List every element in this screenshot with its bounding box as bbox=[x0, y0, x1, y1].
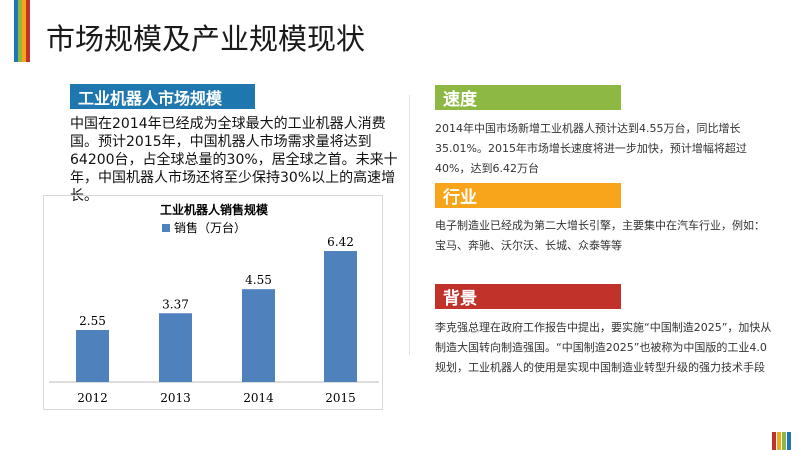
chart-title: 工业机器人销售规模 bbox=[160, 202, 269, 217]
page-title: 市场规模及产业规模现状 bbox=[46, 22, 366, 56]
legend-label: 销售（万台） bbox=[174, 220, 246, 235]
data-label: 3.37 bbox=[162, 297, 189, 311]
background-header: 背景 bbox=[435, 284, 621, 309]
data-label: 4.55 bbox=[245, 273, 272, 287]
bar-2012 bbox=[76, 329, 109, 382]
bar-2014 bbox=[242, 289, 275, 382]
divider bbox=[409, 95, 410, 355]
data-label: 6.42 bbox=[327, 235, 354, 249]
bar-2015 bbox=[324, 251, 357, 382]
speed-header: 速度 bbox=[435, 85, 621, 110]
background-text: 李克强总理在政府工作报告中提出，要实施“中国制造2025”，加快从制造大国转向制… bbox=[435, 321, 772, 374]
sales-chart: 工业机器人销售规模 销售（万台） 2.55 2012 3.37 2013 4.55 201… bbox=[43, 195, 383, 410]
x-tick-label: 2012 bbox=[77, 391, 108, 405]
x-tick-label: 2014 bbox=[243, 391, 274, 405]
market-size-header: 工业机器人市场规模 bbox=[70, 84, 255, 109]
industry-header: 行业 bbox=[435, 183, 621, 208]
legend-swatch bbox=[162, 224, 170, 232]
data-label: 2.55 bbox=[79, 314, 106, 328]
x-tick-label: 2015 bbox=[325, 391, 356, 405]
industry-text: 电子制造业已经成为第二大增长引擎，主要集中在汽车行业，例如：宝马、奔驰、沃尔沃、… bbox=[435, 219, 765, 252]
x-tick-label: 2013 bbox=[160, 391, 191, 405]
decor-stripes-top bbox=[14, 0, 30, 62]
intro-text: 中国在2014年已经成为全球最大的工业机器人消费国。预计2015年，中国机器人市… bbox=[70, 116, 398, 204]
bar-2013 bbox=[159, 313, 192, 382]
chart-svg: 工业机器人销售规模 销售（万台） 2.55 2012 3.37 2013 4.55 201… bbox=[49, 202, 379, 405]
decor-stripes-bottom bbox=[772, 432, 792, 450]
speed-text: 2014年中国市场新增工业机器人预计达到4.55万台，同比增长35.01%。20… bbox=[435, 122, 747, 175]
